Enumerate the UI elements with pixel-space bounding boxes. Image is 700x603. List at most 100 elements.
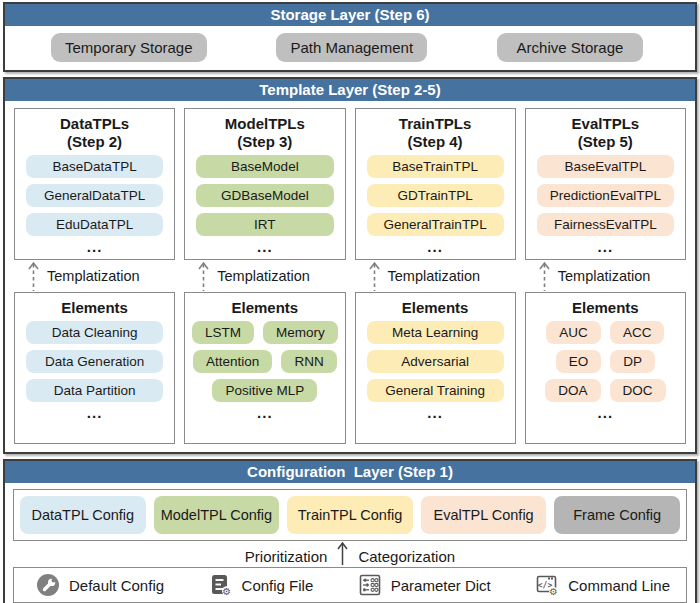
- source-parameter-dict: Parameter Dict: [358, 573, 491, 597]
- template-column-data: DataTPLs (Step 2) BaseDataTPL GeneralDat…: [14, 108, 175, 444]
- templatization-label: Templatization: [558, 268, 651, 284]
- modeltpls-box: ModelTPLs (Step 3) BaseModel GDBaseModel…: [184, 108, 345, 260]
- templatization-label: Templatization: [388, 268, 481, 284]
- prioritization-categorization-row: Prioritization Categorization: [5, 541, 695, 567]
- source-config-file: ⚙ Config File: [209, 573, 314, 597]
- config-chips-box: DataTPL Config ModelTPL Config TrainTPL …: [13, 489, 687, 541]
- tpl-pill: BaseTrainTPL: [367, 155, 504, 178]
- ellipsis: ...: [362, 242, 509, 252]
- template-columns: DataTPLs (Step 2) BaseDataTPL GeneralDat…: [5, 101, 695, 452]
- framework-diagram: Storage Layer (Step 6) Temporary Storage…: [0, 0, 700, 603]
- storage-item-path: Path Management: [276, 33, 427, 62]
- template-column-eval: EvalTPLs (Step 5) BaseEvalTPL Prediction…: [525, 108, 686, 444]
- tpl-pill: BaseModel: [196, 155, 333, 178]
- element-pill: Memory: [263, 321, 338, 344]
- source-label: Default Config: [69, 577, 164, 594]
- templatization-arrow-icon: [368, 261, 381, 291]
- tpl-pill: GeneralDataTPL: [26, 184, 163, 207]
- config-chip-frame: Frame Config: [554, 496, 680, 534]
- tpl-pill: FairnessEvalTPL: [537, 213, 674, 236]
- tpl-pill: BaseDataTPL: [26, 155, 163, 178]
- storage-layer-title: Storage Layer (Step 6): [5, 4, 695, 26]
- templatization-row: Templatization: [355, 260, 516, 292]
- command-line-icon: </> ⚙: [535, 573, 559, 597]
- tpl-pill: PredictionEvalTPL: [537, 184, 674, 207]
- elements-title: Elements: [362, 299, 509, 317]
- templatization-row: Templatization: [525, 260, 686, 292]
- up-arrow-icon: [336, 541, 349, 565]
- template-layer-title: Template Layer (Step 2-5): [5, 79, 695, 101]
- config-chip-evaltpl: EvalTPL Config: [421, 496, 547, 534]
- ellipsis: ...: [191, 242, 338, 252]
- template-layer-section: Template Layer (Step 2-5) DataTPLs (Step…: [3, 77, 697, 454]
- config-file-icon: ⚙: [209, 573, 233, 597]
- traintpls-title: TrainTPLs (Step 4): [362, 115, 509, 151]
- categorization-label: Categorization: [358, 548, 455, 565]
- evaltpls-box: EvalTPLs (Step 5) BaseEvalTPL Prediction…: [525, 108, 686, 260]
- element-pill: EO: [556, 350, 602, 373]
- storage-item-archive: Archive Storage: [497, 33, 643, 62]
- element-pill: AUC: [546, 321, 601, 344]
- tpl-pill: GeneralTrainTPL: [367, 213, 504, 236]
- data-elements-box: Elements Data Cleaning Data Generation D…: [14, 292, 175, 444]
- tpl-pill: GDTrainTPL: [367, 184, 504, 207]
- element-pill: ACC: [610, 321, 665, 344]
- source-label: Parameter Dict: [391, 577, 491, 594]
- storage-items-row: Temporary Storage Path Management Archiv…: [5, 26, 695, 70]
- element-pill: Positive MLP: [212, 379, 317, 402]
- configuration-layer-section: Configuration Layer (Step 1) DataTPL Con…: [3, 459, 697, 603]
- datatpls-box: DataTPLs (Step 2) BaseDataTPL GeneralDat…: [14, 108, 175, 260]
- element-pill: Data Partition: [26, 379, 163, 402]
- ellipsis: ...: [191, 408, 338, 418]
- template-column-train: TrainTPLs (Step 4) BaseTrainTPL GDTrainT…: [355, 108, 516, 444]
- svg-text:⚙: ⚙: [550, 586, 559, 597]
- elements-title: Elements: [191, 299, 338, 317]
- prioritization-label: Prioritization: [245, 548, 328, 565]
- element-pill: Meta Learning: [367, 321, 504, 344]
- element-pill: Adversarial: [367, 350, 504, 373]
- configuration-layer-title: Configuration Layer (Step 1): [5, 461, 695, 483]
- config-chip-datatpl: DataTPL Config: [20, 496, 146, 534]
- element-pill: General Training: [367, 379, 504, 402]
- elements-title: Elements: [21, 299, 168, 317]
- element-pill: Data Generation: [26, 350, 163, 373]
- svg-text:⚙: ⚙: [222, 586, 231, 597]
- storage-layer-section: Storage Layer (Step 6) Temporary Storage…: [3, 2, 697, 72]
- tpl-pill: IRT: [196, 213, 333, 236]
- source-label: Command Line: [568, 577, 670, 594]
- elements-title: Elements: [532, 299, 679, 317]
- element-pill: Data Cleaning: [26, 321, 163, 344]
- templatization-row: Templatization: [14, 260, 175, 292]
- ellipsis: ...: [362, 408, 509, 418]
- tpl-pill: GDBaseModel: [196, 184, 333, 207]
- element-pill: DP: [610, 350, 655, 373]
- datatpls-title: DataTPLs (Step 2): [21, 115, 168, 151]
- element-pill: Attention: [193, 350, 272, 373]
- modeltpls-title: ModelTPLs (Step 3): [191, 115, 338, 151]
- element-pill: DOA: [545, 379, 600, 402]
- source-command-line: </> ⚙ Command Line: [535, 573, 670, 597]
- evaltpls-title: EvalTPLs (Step 5): [532, 115, 679, 151]
- train-elements-box: Elements Meta Learning Adversarial Gener…: [355, 292, 516, 444]
- ellipsis: ...: [21, 408, 168, 418]
- ellipsis: ...: [21, 242, 168, 252]
- element-pill: RNN: [281, 350, 336, 373]
- template-column-model: ModelTPLs (Step 3) BaseModel GDBaseModel…: [184, 108, 345, 444]
- templatization-label: Templatization: [47, 268, 140, 284]
- traintpls-box: TrainTPLs (Step 4) BaseTrainTPL GDTrainT…: [355, 108, 516, 260]
- eval-elements-box: Elements AUC ACC EO DP DOA DOC ...: [525, 292, 686, 444]
- templatization-arrow-icon: [27, 261, 40, 291]
- templatization-label: Templatization: [217, 268, 310, 284]
- templatization-arrow-icon: [197, 261, 210, 291]
- element-pill: LSTM: [192, 321, 254, 344]
- wrench-icon: [36, 573, 60, 597]
- source-label: Config File: [242, 577, 314, 594]
- config-chip-traintpl: TrainTPL Config: [287, 496, 413, 534]
- config-sources-box: Default Config ⚙ Config File: [13, 567, 687, 603]
- ellipsis: ...: [532, 242, 679, 252]
- tpl-pill: EduDataTPL: [26, 213, 163, 236]
- model-elements-box: Elements LSTM Memory Attention RNN Posit…: [184, 292, 345, 444]
- source-default-config: Default Config: [36, 573, 164, 597]
- storage-item-temporary: Temporary Storage: [51, 33, 207, 62]
- ellipsis: ...: [532, 408, 679, 418]
